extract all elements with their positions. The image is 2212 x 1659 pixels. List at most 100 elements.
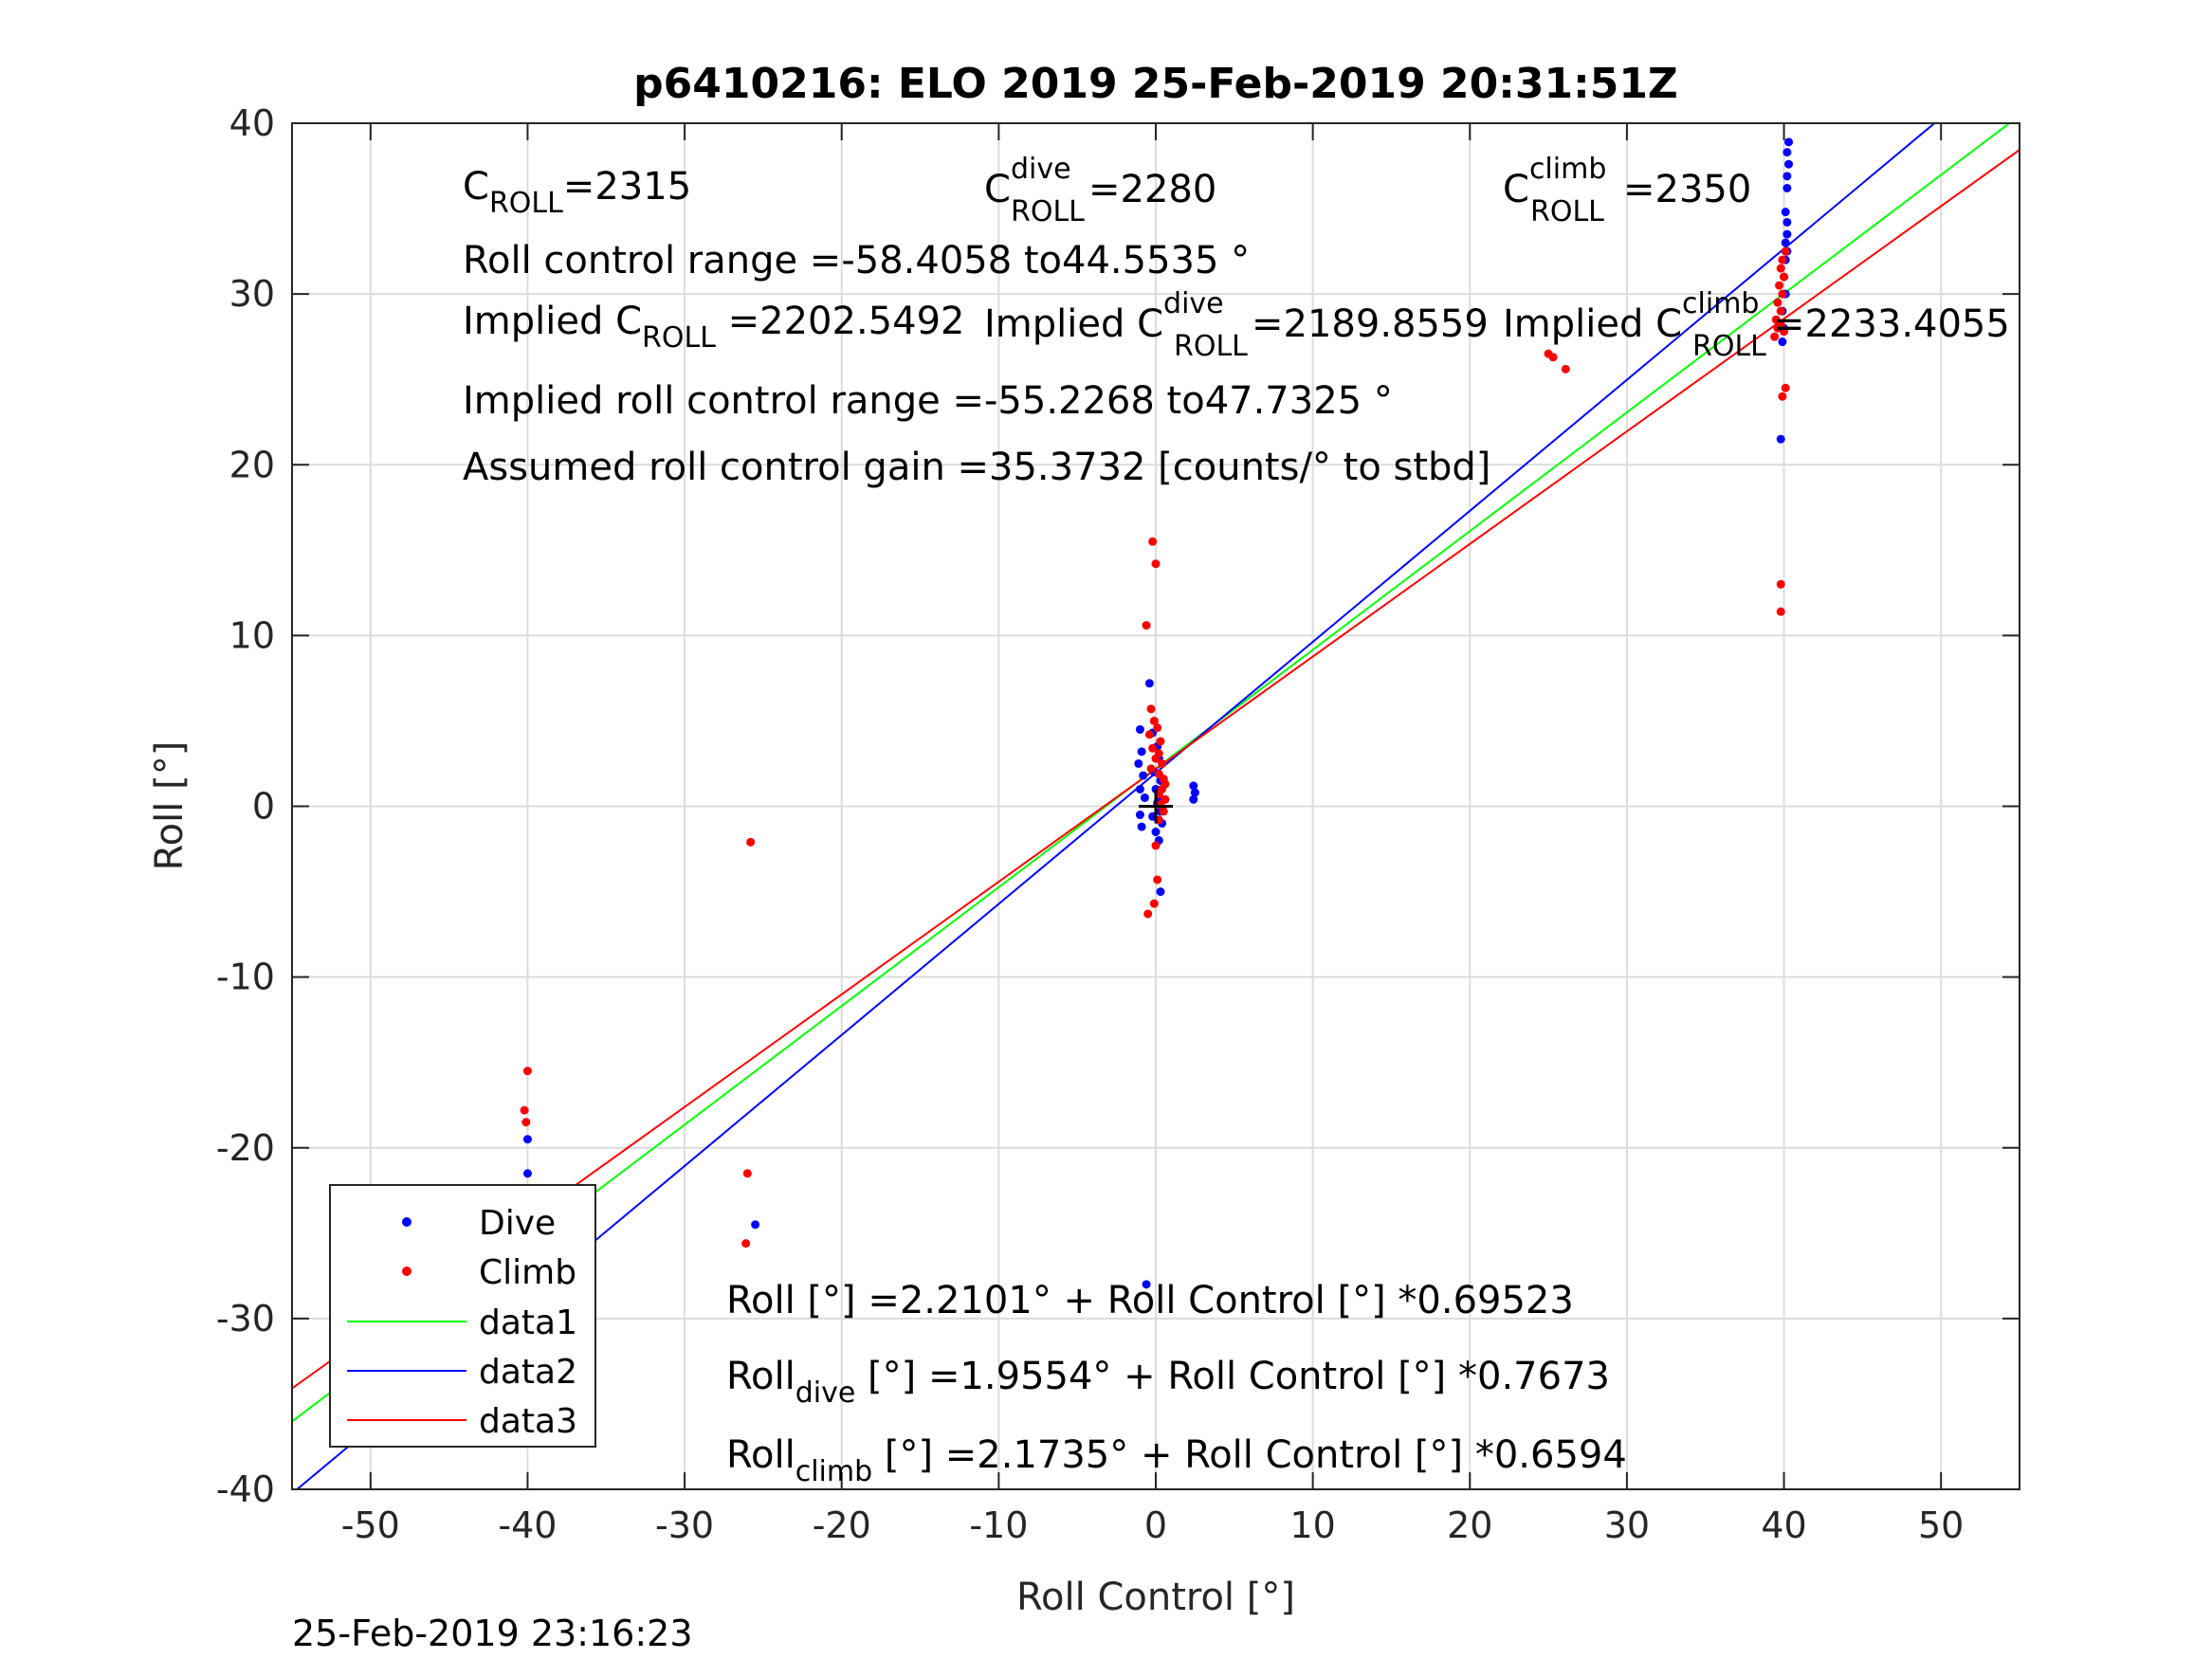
annotation-c-roll-dive-value: =2280	[1088, 168, 1216, 211]
legend-label-climb: Climb	[479, 1253, 576, 1292]
axis-ticks	[292, 122, 2020, 1490]
annotation-fit-all: Roll [°] =2.2101° + Roll Control [°] *0.…	[726, 1279, 1574, 1322]
point-dive	[1156, 887, 1165, 897]
x-axis-label: Roll Control [°]	[1016, 1576, 1295, 1619]
annotation-roll-control-range: Roll control range =-58.4058 to44.5535 °	[463, 239, 1250, 283]
legend-label-dive: Dive	[479, 1204, 556, 1243]
point-climb	[1146, 764, 1156, 774]
point-dive	[1784, 159, 1794, 169]
x-tick-label: 30	[1604, 1504, 1650, 1546]
y-tick-label: 40	[229, 102, 275, 144]
point-climb	[1151, 559, 1161, 569]
point-climb	[1778, 289, 1787, 299]
point-dive	[1782, 172, 1792, 181]
point-climb	[1159, 807, 1168, 816]
annotation-implied-c-roll: Implied CROLL =2202.5492	[463, 300, 964, 355]
point-climb	[522, 1066, 532, 1076]
annotation-implied-c-roll-dive-value: =2189.8559	[1252, 302, 1489, 346]
annotation-c-roll-dive-sub: ROLL	[1011, 195, 1085, 228]
x-tick-label: -10	[969, 1504, 1028, 1546]
point-dive	[1782, 148, 1792, 157]
y-tick-label: 20	[229, 444, 275, 485]
point-climb	[521, 1118, 531, 1127]
point-dive	[1139, 771, 1148, 780]
point-climb	[1148, 537, 1158, 546]
point-dive	[522, 1169, 532, 1178]
chart-title: p6410216: ELO 2019 25-Feb-2019 20:31:51Z	[633, 60, 1678, 108]
legend-marker-dive	[402, 1217, 411, 1227]
point-climb	[1156, 737, 1165, 746]
point-dive	[1189, 781, 1198, 791]
y-tick-label: -40	[216, 1468, 275, 1510]
point-climb	[1776, 607, 1785, 616]
legend-box	[329, 1184, 596, 1448]
point-dive	[1151, 828, 1161, 837]
point-dive	[522, 1135, 532, 1144]
point-climb	[1548, 353, 1558, 362]
point-dive	[1142, 1280, 1151, 1289]
legend-label-data2: data2	[479, 1353, 577, 1392]
tick-labels: -50 -40 -30 -20 -10 0 10 20 30 40 50 -40 -30 -20 -10 0 1…	[216, 102, 1964, 1546]
point-dive	[1137, 747, 1146, 757]
timestamp-footer: 25-Feb-2019 23:16:23	[292, 1613, 693, 1654]
point-dive	[1137, 822, 1146, 831]
y-tick-label: -30	[216, 1298, 275, 1340]
point-climb	[1778, 255, 1787, 264]
legend-label-data1: data1	[479, 1304, 577, 1342]
point-dive	[1776, 434, 1785, 444]
point-dive	[1778, 337, 1787, 347]
point-climb	[520, 1105, 529, 1115]
point-dive	[1144, 679, 1154, 688]
annotation-implied-c-roll-dive: Implied Cdive	[984, 287, 1224, 346]
x-tick-label: 0	[1144, 1504, 1167, 1546]
y-tick-label: 10	[229, 614, 275, 656]
x-tick-label: -30	[655, 1504, 714, 1546]
point-climb	[1775, 281, 1784, 290]
point-dive	[1135, 811, 1144, 820]
point-dive	[1782, 229, 1792, 239]
point-dive	[1782, 217, 1792, 227]
point-climb	[1149, 716, 1159, 725]
x-tick-label: 10	[1289, 1504, 1335, 1546]
point-climb	[1781, 246, 1790, 256]
point-climb	[1151, 841, 1161, 850]
annotation-implied-range: Implied roll control range =-55.2268 to4…	[463, 379, 1393, 423]
y-tick-label: -10	[216, 957, 275, 998]
point-dive	[1134, 758, 1143, 768]
point-climb	[1144, 730, 1154, 739]
y-tick-label: 0	[252, 786, 275, 828]
x-tick-label: 20	[1447, 1504, 1492, 1546]
point-climb	[742, 1169, 752, 1178]
point-climb	[741, 1239, 751, 1249]
point-climb	[1561, 364, 1570, 374]
point-climb	[1776, 579, 1785, 589]
annotation-gain: Assumed roll control gain =35.3732 [coun…	[463, 446, 1490, 489]
annotation-c-roll: CROLL=2315	[463, 165, 691, 220]
point-climb	[1151, 754, 1161, 763]
point-climb	[1142, 621, 1151, 630]
point-dive	[1781, 208, 1790, 217]
point-climb	[1770, 332, 1780, 341]
annotation-implied-c-roll-climb: Implied Cclimb	[1503, 287, 1759, 346]
point-climb	[1143, 909, 1153, 919]
legend: Dive Climb data1 data2 data3	[329, 1184, 596, 1448]
annotation-c-roll-dive: Cdive	[984, 153, 1071, 211]
point-climb	[1780, 327, 1789, 337]
point-climb	[1776, 264, 1785, 273]
y-axis-label: Roll [°]	[148, 741, 192, 871]
x-tick-label: -40	[498, 1504, 557, 1546]
x-tick-label: 50	[1918, 1504, 1964, 1546]
point-dive	[1784, 137, 1794, 147]
point-climb	[1773, 298, 1782, 307]
annotation-fit-climb: Rollclimb [°] =2.1735° + Roll Control [°…	[726, 1433, 1627, 1488]
point-dive	[1781, 238, 1790, 247]
annotation-implied-c-roll-dive-sub: ROLL	[1174, 330, 1248, 363]
point-dive	[1135, 784, 1144, 793]
annotation-c-roll-climb: Cclimb	[1503, 153, 1606, 211]
point-climb	[1158, 758, 1167, 768]
annotation-implied-c-roll-climb-value: =2233.4055	[1773, 302, 2010, 346]
point-dive	[751, 1220, 760, 1230]
mean-marker	[1139, 789, 1173, 824]
annotation-c-roll-climb-value: =2350	[1623, 168, 1751, 211]
